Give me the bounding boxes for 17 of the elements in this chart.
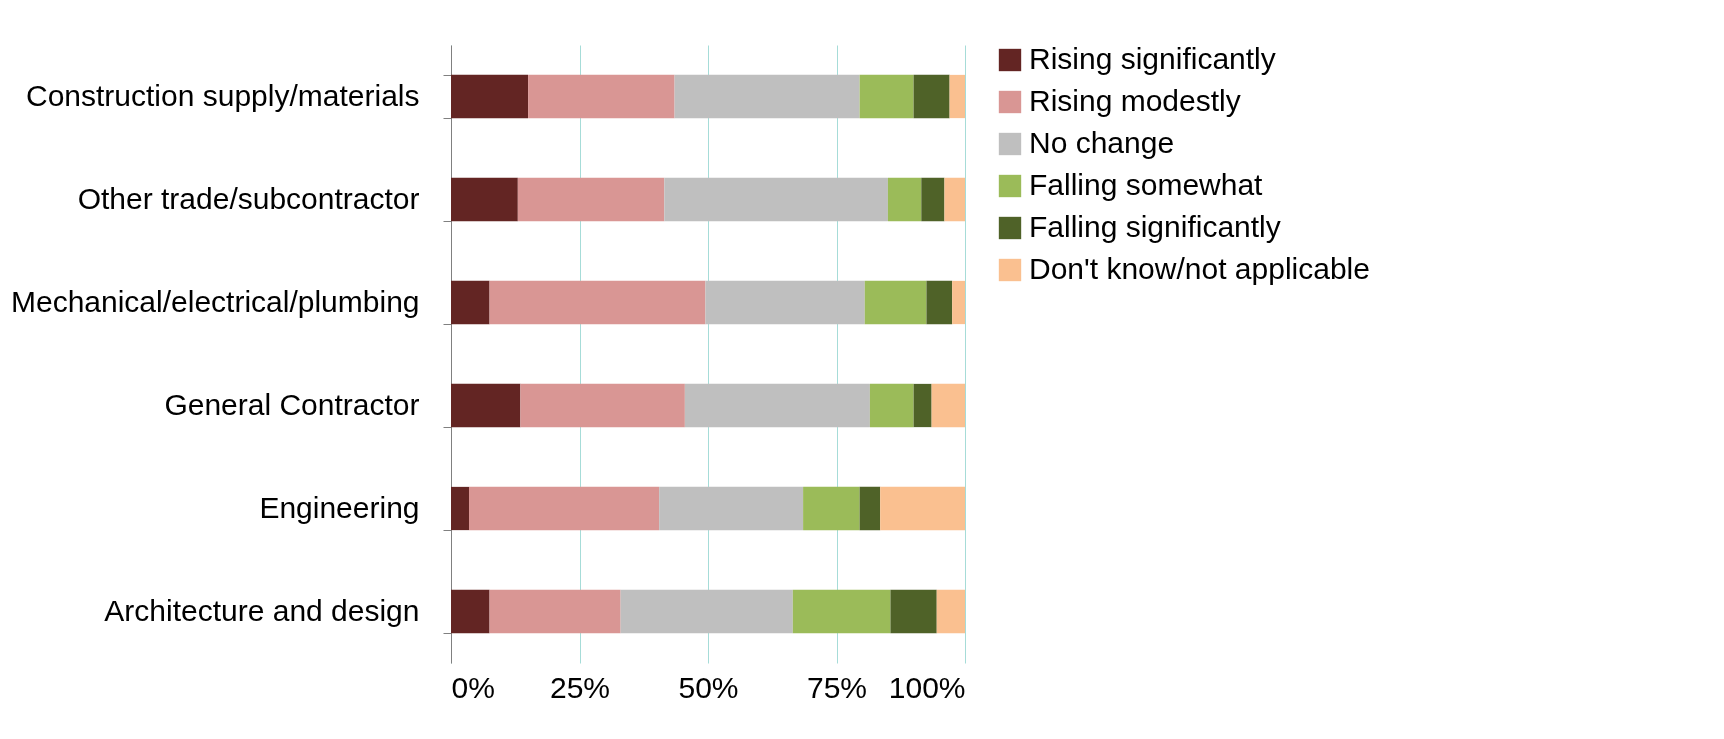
x-tick-label: 75% xyxy=(806,670,868,704)
x-tick-label: 50% xyxy=(678,670,739,704)
x-tick-label: 0% xyxy=(451,670,495,704)
legend-label: No change xyxy=(1029,126,1175,159)
legend-label: Falling somewhat xyxy=(1029,168,1264,201)
legend-label: Rising significantly xyxy=(1029,42,1276,75)
x-tick-label: 25% xyxy=(549,670,611,704)
x-tick-label: 100% xyxy=(888,670,966,704)
legend-label: Rising modestly xyxy=(1029,84,1241,117)
y-tick-label: Construction supply/materials xyxy=(25,79,420,112)
legend-label: Don't know/not applicable xyxy=(1029,252,1370,285)
y-tick-label: Other trade/subcontractor xyxy=(77,182,420,215)
y-tick-label: Architecture and design xyxy=(104,594,420,627)
y-tick-label: General Contractor xyxy=(164,388,420,421)
legend-label: Falling significantly xyxy=(1029,210,1281,243)
y-tick-label: Engineering xyxy=(259,491,420,524)
y-tick-label: Mechanical/electrical/plumbing xyxy=(10,285,420,318)
